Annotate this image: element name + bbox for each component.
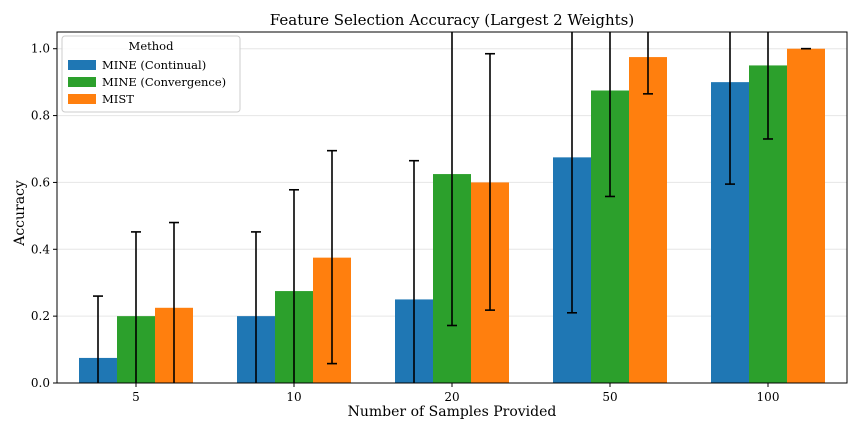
bar <box>787 48 825 383</box>
legend-label: MINE (Convergence) <box>102 75 226 89</box>
bar <box>629 57 667 383</box>
legend-label: MINE (Continual) <box>102 58 206 72</box>
legend-swatch <box>68 77 96 87</box>
y-tick-label: 0.8 <box>31 109 50 123</box>
x-axis-label: Number of Samples Provided <box>348 404 557 420</box>
x-tick-label: 50 <box>602 390 617 404</box>
x-tick-label: 20 <box>444 390 459 404</box>
legend-title: Method <box>129 39 175 53</box>
legend-items: MINE (Continual) MINE (Convergence) MIST <box>68 58 226 106</box>
y-axis-ticks: 0.0 0.2 0.4 0.6 0.8 1.0 <box>31 42 57 390</box>
x-tick-label: 5 <box>132 390 140 404</box>
legend-label: MIST <box>102 92 134 106</box>
error-bars <box>93 32 811 383</box>
legend-swatch <box>68 60 96 70</box>
y-axis-label: Accuracy <box>12 180 28 247</box>
x-axis-ticks: 5 10 20 50 100 <box>132 383 779 404</box>
x-tick-label: 10 <box>286 390 301 404</box>
legend: Method MINE (Continual) MINE (Convergence… <box>61 35 241 113</box>
legend-swatch <box>68 94 96 104</box>
y-tick-label: 1.0 <box>31 42 50 56</box>
y-tick-label: 0.2 <box>31 309 50 323</box>
legend-box <box>61 35 241 113</box>
chart-title: Feature Selection Accuracy (Largest 2 We… <box>270 11 634 29</box>
y-tick-label: 0.0 <box>31 376 50 390</box>
x-tick-label: 100 <box>757 390 780 404</box>
y-tick-label: 0.6 <box>31 175 50 189</box>
y-tick-label: 0.4 <box>31 242 50 256</box>
